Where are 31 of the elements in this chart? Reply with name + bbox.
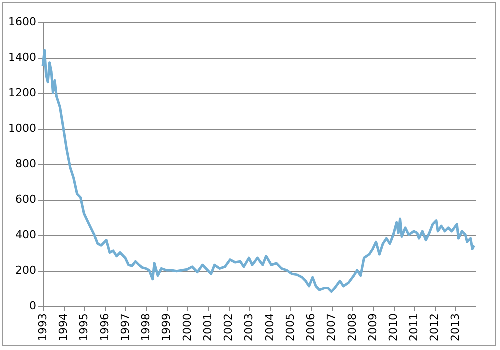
x-tick-label: 1998	[140, 314, 153, 342]
x-tick-label: 1996	[98, 314, 112, 342]
y-tick-label: 200	[16, 264, 36, 277]
x-tick-label: 2008	[346, 314, 359, 342]
x-tick-label: 2005	[284, 314, 297, 342]
x-tick-label: 1993	[36, 314, 50, 342]
y-tick-label: 1200	[8, 86, 36, 100]
x-tick-label: 2004	[263, 314, 276, 342]
x-tick-label: 2001	[201, 314, 214, 342]
y-tick-label: 0	[30, 300, 36, 312]
line-series	[42, 49, 476, 294]
x-tick-label: 1995	[78, 314, 91, 342]
x-tick-label: 2006	[304, 314, 318, 342]
x-tick-label: 2002	[222, 314, 236, 342]
y-tick-label: 600	[16, 193, 36, 206]
x-tick-label: 2012	[428, 314, 442, 342]
x-tick-label: 1999	[160, 314, 174, 342]
x-tick-label: 2009	[366, 314, 380, 342]
x-tick-label: 1994	[57, 314, 70, 342]
x-tick-label: 2000	[180, 314, 194, 342]
x-tick-label: 2003	[242, 314, 256, 342]
x-tick-label: 2013	[448, 314, 462, 342]
y-tick-label: 800	[16, 158, 36, 170]
y-tick-label: 1600	[8, 16, 36, 28]
y-tick-label: 1000	[8, 122, 36, 135]
x-tick-label: 2011	[408, 314, 421, 342]
y-tick-label: 1400	[8, 51, 36, 64]
y-tick-label: 400	[16, 228, 36, 242]
x-tick-label: 1997	[118, 314, 132, 342]
x-tick-label: 2007	[325, 314, 338, 342]
x-tick-label: 2010	[387, 314, 400, 342]
